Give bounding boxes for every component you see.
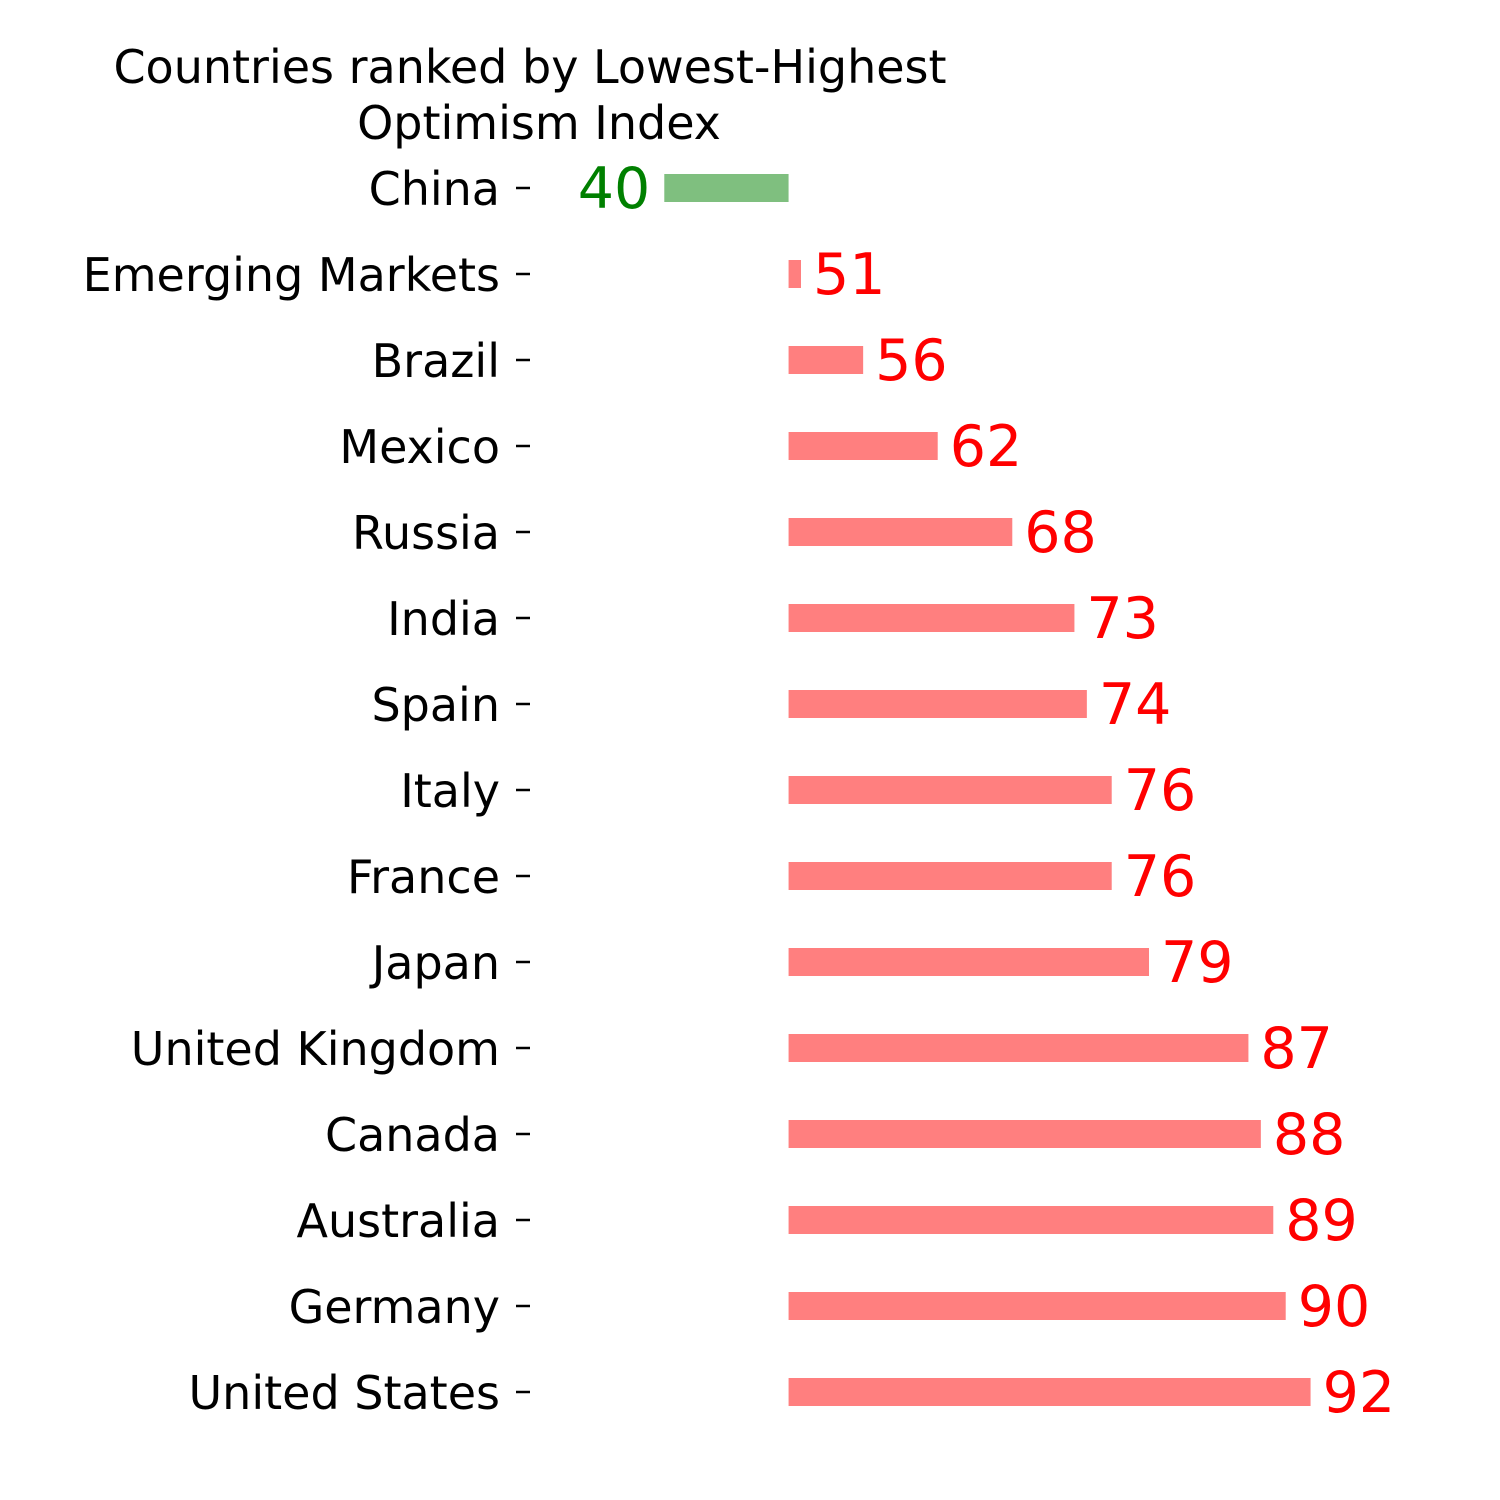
bar-row: Brazil 56 <box>372 328 948 394</box>
chart-title-line-2: Optimism Index <box>357 96 721 150</box>
bar <box>788 1292 1286 1320</box>
value-label: 56 <box>875 328 948 394</box>
category-label: Mexico <box>339 420 500 474</box>
category-label: Japan <box>369 936 500 990</box>
category-label: United States <box>189 1366 501 1420</box>
category-label: France <box>347 850 500 904</box>
bar <box>664 174 789 202</box>
bar <box>788 260 801 288</box>
value-label: 92 <box>1323 1360 1396 1426</box>
value-label: 79 <box>1161 930 1234 996</box>
bar <box>788 1034 1249 1062</box>
category-label: Australia <box>297 1194 500 1248</box>
category-label: Canada <box>325 1108 500 1162</box>
bar-row: Emerging Markets 51 <box>83 242 886 308</box>
bar-row: Australia 89 <box>297 1188 1358 1254</box>
category-label: Emerging Markets <box>83 248 500 302</box>
bar-row: Italy 76 <box>400 758 1196 824</box>
bar-row: China 40 <box>369 156 789 222</box>
bar <box>788 862 1112 890</box>
value-label: 89 <box>1285 1188 1358 1254</box>
value-label: 76 <box>1124 758 1197 824</box>
chart-title-line-1: Countries ranked by Lowest-Highest <box>113 40 946 94</box>
category-label: India <box>387 592 500 646</box>
value-label: 62 <box>950 414 1023 480</box>
category-label: Russia <box>352 506 500 560</box>
bar <box>788 1378 1311 1406</box>
category-label: Spain <box>371 678 500 732</box>
value-label: 40 <box>578 156 651 222</box>
value-label: 73 <box>1086 586 1159 652</box>
chart-title: Countries ranked by Lowest-Highest Optim… <box>113 40 946 150</box>
bar <box>788 432 938 460</box>
category-label: United Kingdom <box>131 1022 500 1076</box>
category-label: Germany <box>289 1280 500 1334</box>
bar-row: Spain 74 <box>371 672 1171 738</box>
value-label: 88 <box>1273 1102 1346 1168</box>
bar-row: India 73 <box>387 586 1159 652</box>
value-label: 76 <box>1124 844 1197 910</box>
bar-row: Mexico 62 <box>339 414 1022 480</box>
bar-row: Germany 90 <box>289 1274 1371 1340</box>
value-label: 51 <box>813 242 886 308</box>
value-label: 87 <box>1260 1016 1333 1082</box>
bar-row: United States 92 <box>189 1360 1396 1426</box>
bar <box>788 776 1112 804</box>
bar <box>788 1120 1261 1148</box>
bar <box>788 604 1075 632</box>
value-label: 74 <box>1099 672 1172 738</box>
value-label: 68 <box>1024 500 1097 566</box>
bar <box>788 346 864 374</box>
category-label: Brazil <box>372 334 500 388</box>
bar-row: France 76 <box>347 844 1196 910</box>
bar-row: Japan 79 <box>369 930 1234 996</box>
bar <box>788 518 1013 546</box>
bar <box>788 690 1087 718</box>
bar <box>788 948 1149 976</box>
bar-row: Canada 88 <box>325 1102 1345 1168</box>
category-label: China <box>369 162 500 216</box>
bar-row: Russia 68 <box>352 500 1097 566</box>
bar-row: United Kingdom 87 <box>131 1016 1333 1082</box>
bar <box>788 1206 1274 1234</box>
bar-rows: China 40 Emerging Markets 51 Brazil 56 Mexico 6… <box>83 156 1395 1426</box>
value-label: 90 <box>1298 1274 1371 1340</box>
category-label: Italy <box>400 764 500 818</box>
